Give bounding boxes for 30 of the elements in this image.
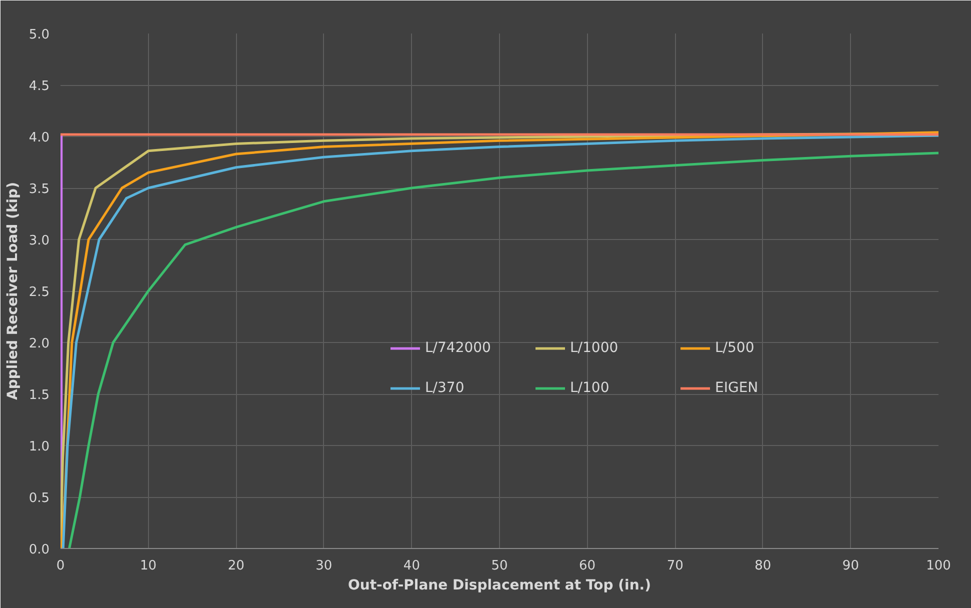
x-axis-title: Out-of-Plane Displacement at Top (in.) [348,578,652,594]
x-tick-label: 70 [666,558,684,574]
x-tick-label: 80 [754,558,772,574]
y-tick-label: 1.0 [28,440,50,454]
x-tick-label: 0 [56,558,65,574]
legend-label: L/500 [715,340,756,356]
x-tick-label: 50 [491,558,508,574]
legend-label: L/1000 [570,340,620,356]
x-tick-label: 40 [403,558,420,574]
legend-label: L/370 [425,380,466,396]
y-tick-label: 3.0 [28,234,50,248]
x-tick-label: 30 [316,558,332,574]
y-tick-label: 1.5 [28,388,50,403]
legend-label: L/742000 [425,340,492,356]
y-tick-label: 5.0 [28,28,50,42]
y-tick-label: 3.5 [28,182,50,197]
x-tick-label: 60 [579,558,596,574]
y-axis-title: Applied Receiver Load (kip) [4,182,21,400]
y-tick-label: 2.0 [28,336,50,352]
x-tick-label: 20 [228,558,244,574]
x-tick-label: 90 [842,558,859,574]
y-tick-label: 2.5 [28,285,50,300]
x-tick-label: 10 [140,558,157,574]
y-tick-label: 0.0 [28,542,50,558]
y-tick-label: 4.5 [28,79,50,94]
x-tick-label: 100 [926,558,951,574]
y-tick-label: 0.5 [28,491,50,506]
legend-label: EIGEN [715,380,760,396]
legend-label: L/100 [570,380,610,396]
y-tick-label: 4.0 [28,130,50,146]
